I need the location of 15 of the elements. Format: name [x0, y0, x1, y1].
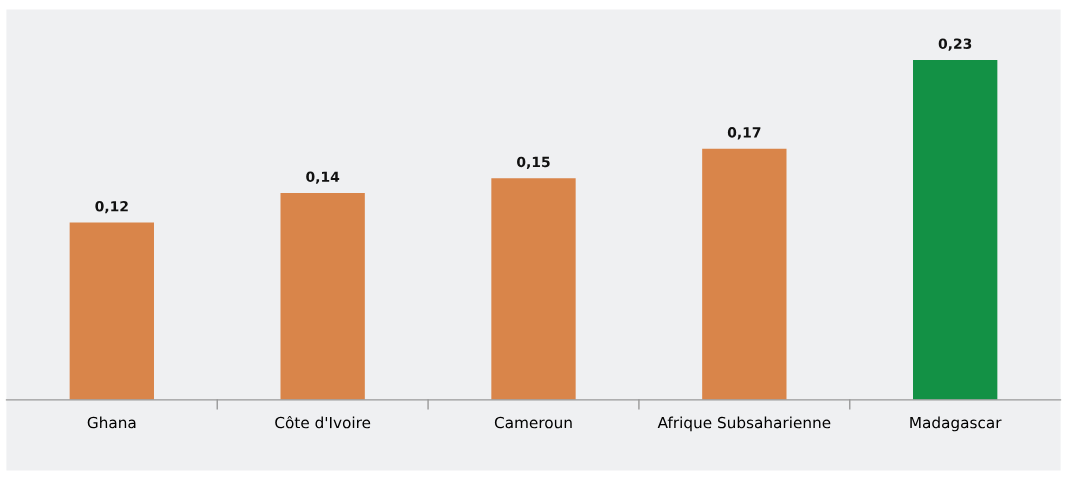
data-label: 0,14: [306, 171, 340, 184]
bar: [69, 222, 154, 400]
x-tick-label: Côte d'Ivoire: [275, 415, 371, 429]
bar: [491, 178, 576, 400]
bar: [280, 192, 365, 400]
x-tick-label: Cameroun: [494, 416, 572, 429]
data-label: 0,23: [938, 38, 972, 51]
data-label: 0,15: [517, 156, 550, 169]
x-tick-label: Ghana: [87, 416, 136, 429]
x-tick-label: Madagascar: [910, 416, 1002, 432]
data-label: 0,17: [727, 127, 761, 140]
data-label: 0,12: [95, 201, 128, 214]
x-tick-label: Afrique Subsaharienne: [657, 416, 831, 432]
bar: [913, 60, 998, 400]
bar: [702, 148, 787, 400]
